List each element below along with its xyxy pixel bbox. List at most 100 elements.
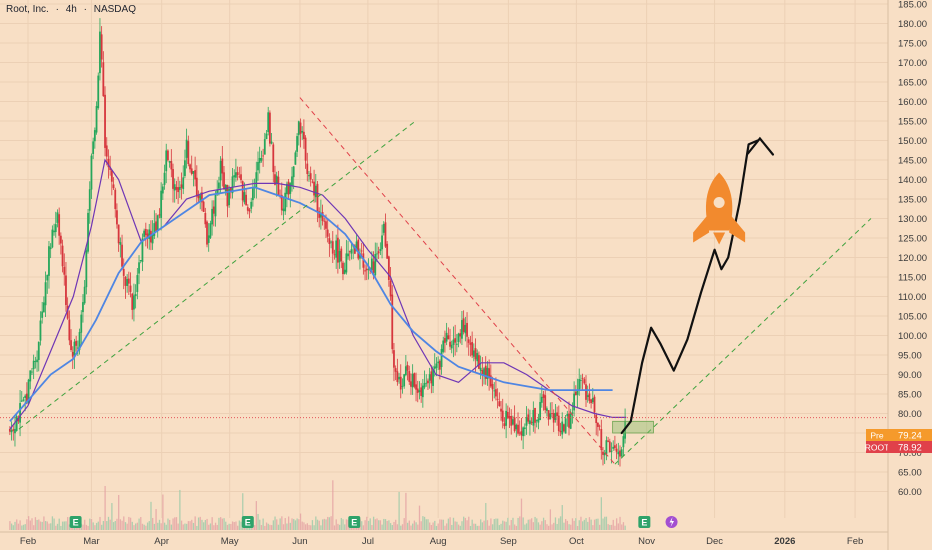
rocket-icon [693,172,746,245]
candle-body [119,242,122,245]
candle-body [8,428,11,432]
candle-body [36,359,38,363]
volume-bar [158,519,161,530]
volume-bar [315,516,317,530]
candle-body [500,408,502,412]
candle-body [421,385,424,398]
volume-bar [622,522,625,530]
candle-body [291,176,293,187]
volume-bar [146,522,149,530]
candle-body [236,172,239,176]
volume-bar [388,520,390,530]
candle-body [330,241,332,243]
volume-bar [213,525,215,530]
volume-bar [16,519,18,530]
candle-body [316,183,319,212]
candle-body [144,228,147,236]
volume-bar [155,509,157,530]
candle-body [365,268,368,271]
candle-body [374,253,377,276]
candle-body [296,136,298,152]
candle-body [335,240,338,258]
volume-bar [282,524,285,530]
volume-bar [226,524,229,530]
volume-bar [379,520,382,530]
candle-body [561,421,564,435]
candle-body [54,224,57,233]
candle-body [455,343,458,345]
volume-bar [592,525,594,530]
volume-bar [163,522,166,530]
volume-bar [500,523,502,530]
candle-body [381,235,383,250]
volume-bar [238,520,241,530]
candle-body [481,370,484,375]
volume-bar [123,516,125,530]
volume-bar [145,525,147,530]
pre-market-price-label: Pre 79.24 [866,429,932,442]
candle-body [569,413,572,429]
volume-bar [435,525,438,530]
candle-body [353,245,356,254]
volume-bar [610,524,613,530]
volume-bar [199,516,201,530]
candle-body [308,175,310,177]
volume-bar [310,525,312,530]
candle-body [34,360,37,362]
arrow-icon [746,136,775,156]
candle-body [14,428,16,434]
candle-body [503,423,506,427]
volume-bar [99,516,101,530]
volume-bar [408,520,410,530]
volume-bar [602,518,604,530]
x-tick-label: 2026 [774,536,795,547]
volume-bar [10,523,13,530]
volume-bar [420,521,422,530]
candle-body [437,361,440,364]
candle-body [56,212,59,223]
candle-body [172,169,174,189]
candle-body [221,158,224,174]
candle-body [326,229,329,237]
volume-bar [410,525,412,530]
candle-body [486,367,489,379]
volume-bar [304,524,307,530]
candle-body [22,399,25,401]
candle-body [41,311,44,318]
volume-bar [541,521,543,530]
volume-bar [216,524,218,530]
volume-bar [287,516,290,530]
y-tick-label: 165.00 [898,78,927,89]
volume-bar [389,523,392,530]
volume-bar [398,491,400,530]
volume-bar [68,524,71,530]
volume-bar [468,516,470,530]
candle-body [318,211,321,218]
volume-bar [391,525,393,530]
volume-bar [172,518,174,530]
volume-bar [478,525,480,530]
volume-bar [578,520,580,530]
volume-bar [38,519,40,530]
candle-body [206,221,208,245]
candle-body [581,377,584,379]
candle-body [399,376,402,390]
candle-body [37,341,40,360]
volume-bar [372,516,375,530]
candle-body [401,385,404,387]
candle-body [15,416,18,431]
volume-bar [17,523,20,530]
separator-2: · [83,4,87,15]
volume-bar [415,522,417,530]
volume-bar [313,525,315,530]
volume-bar [556,523,558,530]
candle-body [117,224,120,244]
volume-bar [570,524,572,530]
volume-bar [34,517,37,530]
candle-body [12,429,15,431]
candle-body [619,450,621,457]
x-tick-label: May [221,536,239,547]
volume-bar [612,519,614,530]
candle-body [158,214,161,216]
